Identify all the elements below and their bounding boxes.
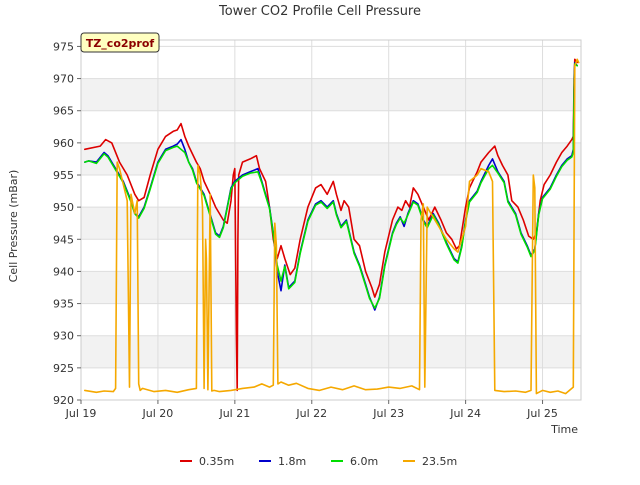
- legend-label: 6.0m: [350, 455, 378, 468]
- y-tick-label: 970: [53, 73, 74, 86]
- plot-band: [81, 271, 581, 304]
- series-line-23.5m: [84, 58, 580, 395]
- series-lines: [84, 58, 580, 395]
- chart-title: Tower CO2 Profile Cell Pressure: [218, 4, 421, 19]
- x-axis-ticks: Jul 19 Jul 20 Jul 21 Jul 22 Jul 23 Jul 24 Jul …: [65, 400, 558, 420]
- grid-lines: [80, 40, 581, 401]
- legend: 0.35m 1.8m 6.0m 23.5m: [180, 455, 457, 468]
- badge-box: [80, 32, 160, 53]
- legend-label: 0.35m: [199, 455, 234, 468]
- x-tick-label: Jul 20: [142, 407, 174, 420]
- y-tick-label: 960: [53, 137, 74, 150]
- x-tick-label: Jul 19: [65, 407, 97, 420]
- legend-label: 23.5m: [422, 455, 457, 468]
- x-tick-label: Jul 22: [295, 407, 327, 420]
- series-line-6.0m: [84, 62, 579, 309]
- legend-label: 1.8m: [278, 455, 306, 468]
- series-line-0.35m: [84, 58, 579, 392]
- legend-item-6.0m: 6.0m: [331, 455, 378, 468]
- legend-item-1.8m: 1.8m: [259, 455, 306, 468]
- y-tick-label: 965: [53, 105, 74, 118]
- y-tick-label: 940: [53, 265, 74, 278]
- y-tick-label: 920: [53, 394, 74, 407]
- badge: TZ_co2prof: [80, 32, 160, 53]
- plot-area: [81, 40, 581, 400]
- y-tick-label: 945: [53, 233, 74, 246]
- x-tick-label: Jul 24: [449, 407, 481, 420]
- y-tick-label: 935: [53, 298, 74, 311]
- plot-band: [81, 78, 581, 111]
- x-tick-label: Jul 21: [218, 407, 250, 420]
- legend-item-0.35m: 0.35m: [180, 455, 234, 468]
- y-tick-label: 975: [53, 40, 74, 53]
- y-tick-label: 925: [53, 362, 74, 375]
- legend-item-23.5m: 23.5m: [403, 455, 457, 468]
- y-axis-ticks: 920 925 930 935 940 945 950 955 960 965 970 975: [53, 40, 81, 407]
- y-tick-label: 955: [53, 169, 74, 182]
- plot-band: [81, 335, 581, 368]
- badge-label: TZ_co2prof: [86, 37, 155, 50]
- y-tick-label: 930: [53, 330, 74, 343]
- plot-frame: [80, 39, 582, 401]
- x-tick-label: Jul 25: [526, 407, 558, 420]
- x-axis-label: Time: [550, 423, 578, 436]
- y-tick-label: 950: [53, 201, 74, 214]
- plot-band: [81, 207, 581, 240]
- y-axis-label: Cell Pressure (mBar): [7, 170, 20, 283]
- x-tick-label: Jul 23: [372, 407, 404, 420]
